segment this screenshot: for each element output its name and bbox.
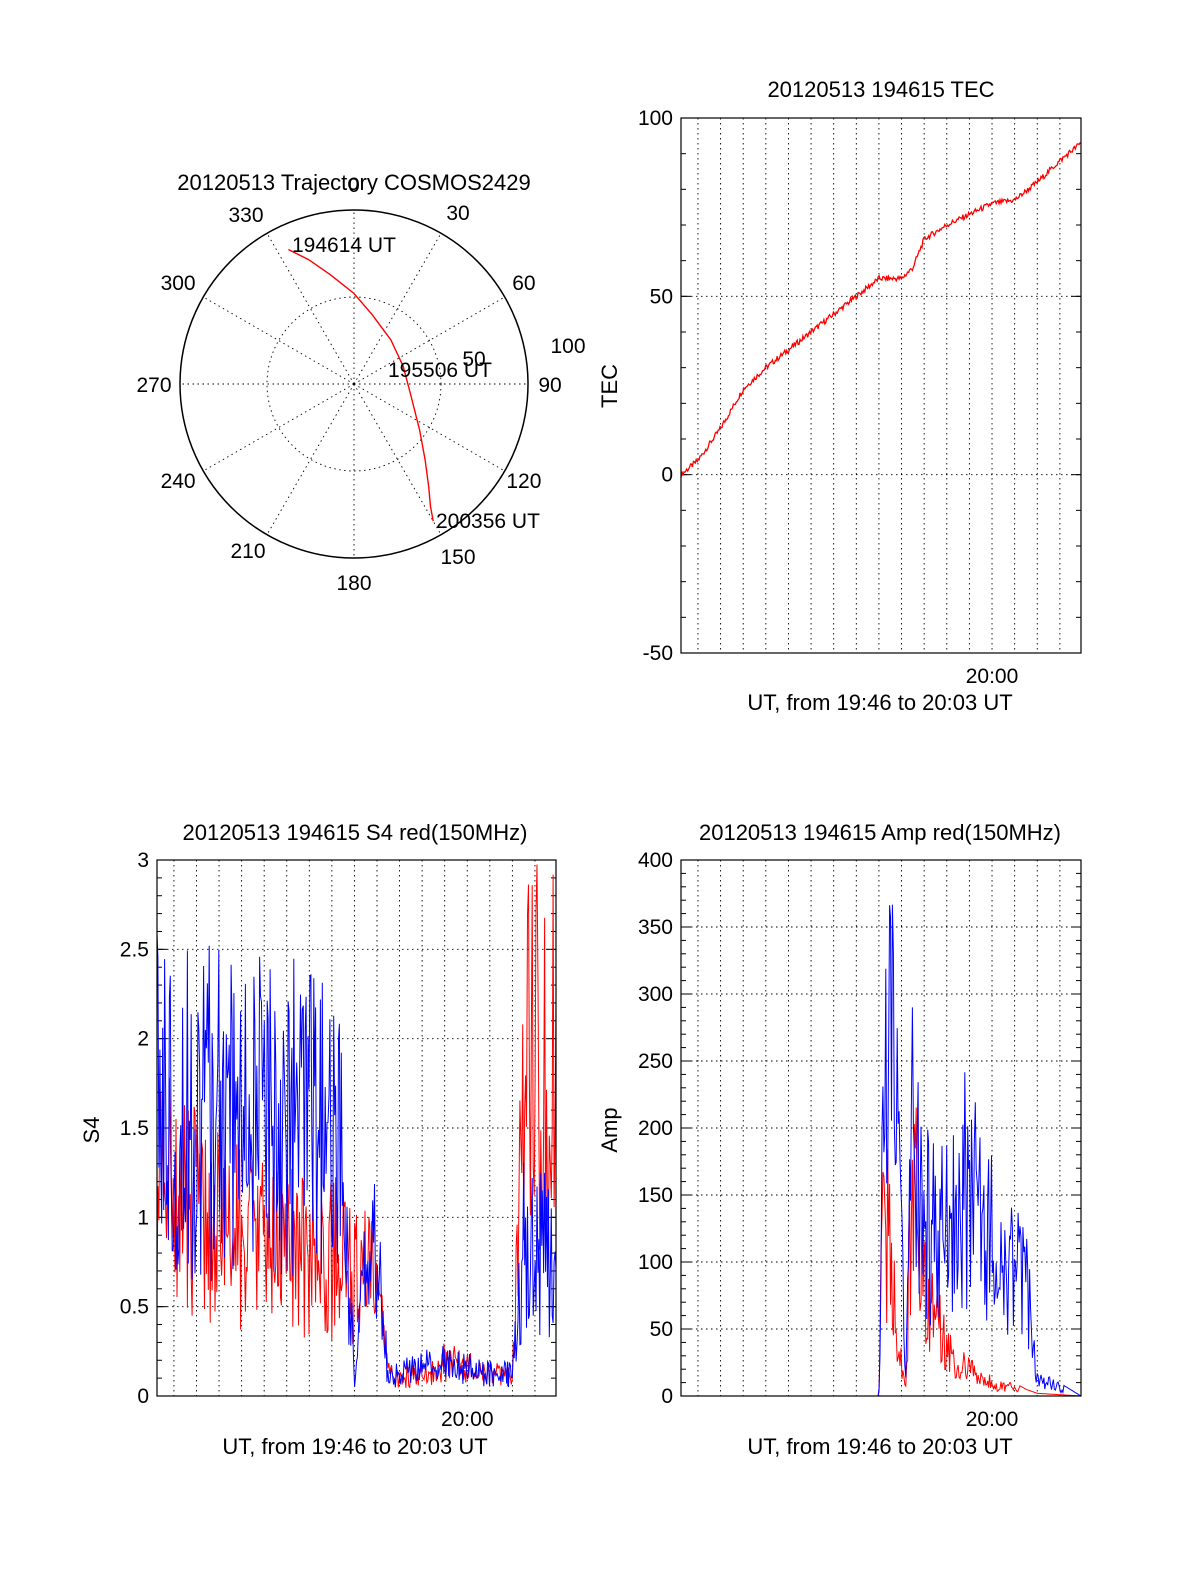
tec-ylabel: TEC (597, 364, 622, 408)
s4-panel: 20120513 194615 S4 red(150MHz) UT, from … (79, 820, 557, 1459)
polar-spoke (353, 296, 505, 385)
amp-title: 20120513 194615 Amp red(150MHz) (699, 820, 1061, 845)
s4-plot-frame (156, 859, 557, 1397)
s4-series-line (156, 933, 557, 1388)
polar-angle-label: 330 (228, 204, 263, 227)
s4-xtick-label: 20:00 (441, 1408, 494, 1431)
s4-ytick-label: 0.5 (120, 1296, 149, 1319)
amp-ytick-label: 0 (661, 1385, 673, 1408)
polar-angle-label: 270 (136, 374, 171, 397)
polar-outer-circle (179, 209, 529, 559)
amp-panel: 20120513 194615 Amp red(150MHz) UT, from… (597, 820, 1082, 1459)
polar-angle-label: 240 (161, 470, 196, 493)
tec-ytick-label: 50 (650, 285, 673, 308)
polar-inner-circle (266, 296, 442, 472)
s4-ytick-label: 1 (137, 1206, 149, 1229)
polar-radius-label-50: 50 (462, 348, 485, 371)
polar-angle-label: 90 (538, 374, 561, 397)
tec-title: 20120513 194615 TEC (767, 77, 994, 102)
polar-spoke (203, 383, 355, 472)
polar-annotation-end: 200356 UT (436, 510, 540, 533)
polar-angle-label: 300 (161, 272, 196, 295)
polar-spoke (203, 296, 355, 385)
polar-spoke (353, 383, 442, 535)
amp-ytick-label: 250 (638, 1050, 673, 1073)
tec-plot-frame (680, 117, 1082, 654)
polar-angle-label: 60 (512, 272, 535, 295)
polar-annotation-mid: 195506 UT (388, 359, 492, 382)
polar-spoke (353, 383, 505, 472)
tec-series-line (680, 142, 1082, 478)
polar-angle-labels: 0 30 60 90 120 150 180 210 240 270 300 330 (136, 174, 561, 595)
s4-ytick-label: 3 (137, 849, 149, 872)
polar-series (288, 248, 434, 522)
amp-ytick-label: 150 (638, 1184, 673, 1207)
polar-grid (179, 209, 529, 559)
tec-ytick-label: -50 (643, 642, 673, 665)
polar-angle-label: 30 (446, 202, 469, 225)
amp-ytick-label: 100 (638, 1251, 673, 1274)
s4-ytick-label: 0 (137, 1385, 149, 1408)
tec-ytick-label: 0 (661, 464, 673, 487)
tec-panel: 20120513 194615 TEC UT, from 19:46 to 20… (597, 77, 1082, 715)
amp-plot-frame (680, 859, 1082, 1397)
polar-annotation-start: 194614 UT (292, 234, 396, 257)
s4-ytick-label: 1.5 (120, 1117, 149, 1140)
s4-ylabel: S4 (79, 1117, 104, 1144)
polar-spoke (266, 233, 355, 385)
polar-angle-label: 0 (348, 174, 360, 197)
amp-ytick-label: 200 (638, 1117, 673, 1140)
polar-angle-label: 180 (336, 572, 371, 595)
amp-ylabel: Amp (597, 1107, 622, 1152)
s4-xlabel: UT, from 19:46 to 20:03 UT (222, 1434, 487, 1459)
s4-ytick-label: 2 (137, 1028, 149, 1051)
tec-ytick-label: 100 (638, 107, 673, 130)
amp-ytick-label: 50 (650, 1318, 673, 1341)
polar-spoke (353, 233, 442, 385)
polar-trajectory-line (288, 248, 434, 522)
polar-angle-label: 120 (506, 470, 541, 493)
polar-angle-label: 150 (440, 546, 475, 569)
amp-ytick-label: 300 (638, 983, 673, 1006)
amp-series-line (681, 904, 1082, 1397)
polar-panel: 20120513 Trajectory COSMOS2429 0 30 60 90 12… (136, 170, 585, 595)
polar-title: 20120513 Trajectory COSMOS2429 (177, 170, 530, 195)
polar-spoke (266, 383, 355, 535)
polar-radius-label-100: 100 (550, 335, 585, 358)
amp-ytick-label: 400 (638, 849, 673, 872)
polar-angle-label: 210 (230, 540, 265, 563)
s4-ytick-label: 2.5 (120, 938, 149, 961)
amp-ytick-label: 350 (638, 916, 673, 939)
tec-xlabel: UT, from 19:46 to 20:03 UT (747, 690, 1012, 715)
s4-title: 20120513 194615 S4 red(150MHz) (183, 820, 528, 845)
s4-series-line (156, 864, 557, 1388)
amp-xlabel: UT, from 19:46 to 20:03 UT (747, 1434, 1012, 1459)
amp-xtick-label: 20:00 (966, 1408, 1019, 1431)
tec-xtick-label: 20:00 (966, 665, 1019, 688)
